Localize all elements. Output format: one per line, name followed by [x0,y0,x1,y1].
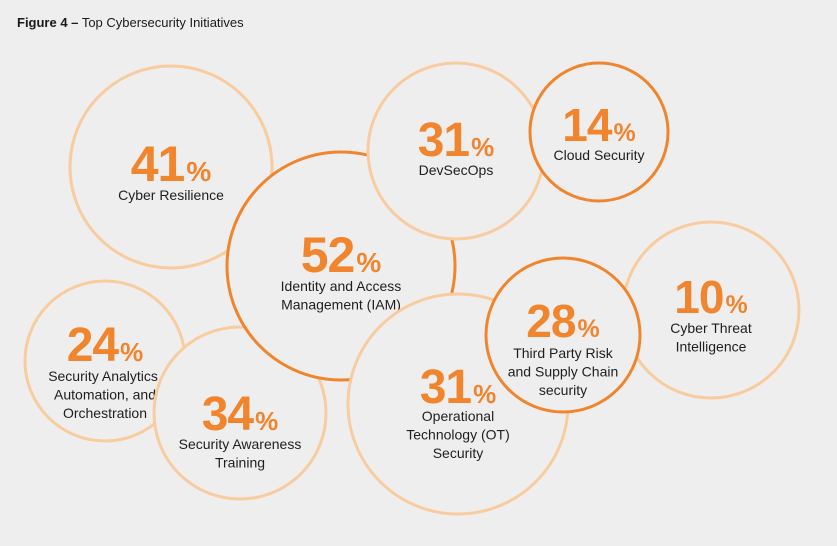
bubble-value-security-analytics: 24% [67,319,144,372]
bubble-circle-cyber-resilience [68,64,274,270]
bubble-devsecops: 31%DevSecOps [366,61,546,241]
bubble-value-devsecops: 31% [418,114,495,167]
bubble-circle-third-party-risk [484,256,642,414]
bubble-value-identity-access-management: 52% [301,227,382,283]
bubble-cyber-resilience: 41%Cyber Resilience [68,64,274,270]
bubble-label-security-analytics: Security Analytics, Automation, and Orches… [48,368,162,421]
bubble-value-security-awareness-training: 34% [202,388,279,441]
bubble-security-analytics: 24%Security Analytics, Automation, and Orc… [23,279,187,443]
bubble-value-cloud-security: 14% [562,99,635,151]
bubble-label-cyber-resilience: Cyber Resilience [118,187,224,203]
bubble-label-devsecops: DevSecOps [419,162,494,178]
bubble-security-awareness-training: 34%Security Awareness Training [152,325,328,501]
bubble-value-cyber-threat-intelligence: 10% [674,271,747,323]
bubble-label-third-party-risk: Third Party Risk and Supply Chain security [508,345,619,398]
bubble-value-operational-technology: 31% [420,361,497,414]
bubble-label-cloud-security: Cloud Security [553,147,644,163]
bubble-cyber-threat-intelligence: 10%Cyber Threat Intelligence [621,220,801,400]
figure-label: Figure 4 – [17,15,79,30]
bubble-third-party-risk: 28%Third Party Risk and Supply Chain secur… [484,256,642,414]
bubble-label-security-awareness-training: Security Awareness Training [179,436,302,471]
bubble-circle-security-awareness-training [152,325,328,501]
bubble-cloud-security: 14%Cloud Security [528,61,670,203]
bubble-value-cyber-resilience: 41% [131,136,212,192]
figure-title: Figure 4 – Top Cybersecurity Initiatives [17,15,244,30]
figure-title-text: Top Cybersecurity Initiatives [81,15,244,30]
bubble-value-third-party-risk: 28% [526,295,599,347]
bubble-label-identity-access-management: Identity and Access Management (IAM) [281,278,402,313]
bubble-circle-cloud-security [528,61,670,203]
bubble-label-cyber-threat-intelligence: Cyber Threat Intelligence [670,320,752,355]
bubble-label-operational-technology: Operational Technology (OT) Security [406,408,509,461]
